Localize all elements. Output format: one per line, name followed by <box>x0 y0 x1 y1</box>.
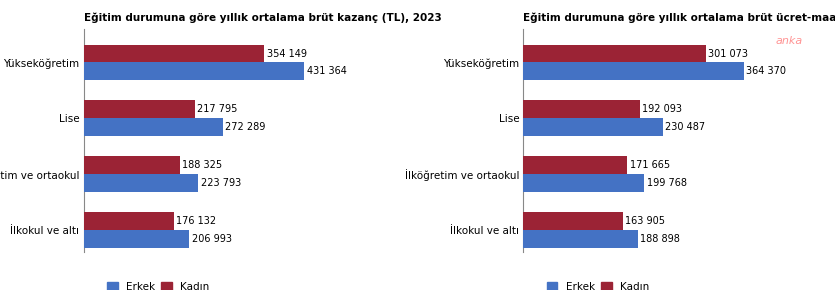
Bar <box>84 45 265 63</box>
Text: 364 370: 364 370 <box>746 66 787 77</box>
Text: 176 132: 176 132 <box>176 216 216 226</box>
Text: anka: anka <box>776 36 802 46</box>
Bar <box>84 63 304 80</box>
Text: 206 993: 206 993 <box>192 234 232 244</box>
Bar <box>84 230 190 248</box>
Bar <box>84 212 174 230</box>
Bar <box>524 63 744 80</box>
Bar <box>524 156 627 174</box>
Text: 163 905: 163 905 <box>625 216 665 226</box>
Bar <box>524 45 706 63</box>
Bar <box>524 212 623 230</box>
Text: 354 149: 354 149 <box>267 48 307 59</box>
Bar <box>84 118 223 136</box>
Text: 192 093: 192 093 <box>642 104 682 114</box>
Text: 223 793: 223 793 <box>200 178 240 188</box>
Bar <box>524 174 645 192</box>
Text: Eğitim durumuna göre yıllık ortalama brüt kazanç (TL), 2023: Eğitim durumuna göre yıllık ortalama brü… <box>84 12 441 23</box>
Text: 230 487: 230 487 <box>665 122 706 132</box>
Text: 188 898: 188 898 <box>640 234 681 244</box>
Bar <box>524 230 638 248</box>
Legend: Erkek, Kadın: Erkek, Kadın <box>543 278 653 290</box>
Bar <box>84 156 180 174</box>
Text: 301 073: 301 073 <box>708 48 748 59</box>
Text: 188 325: 188 325 <box>182 160 222 170</box>
Text: 431 364: 431 364 <box>306 66 347 77</box>
Text: 171 665: 171 665 <box>630 160 670 170</box>
Bar <box>84 100 195 118</box>
Text: 272 289: 272 289 <box>225 122 266 132</box>
Bar <box>524 118 663 136</box>
Text: Eğitim durumuna göre yıllık ortalama brüt ücret-maaş (TL), 2023: Eğitim durumuna göre yıllık ortalama brü… <box>524 12 835 23</box>
Bar <box>524 100 640 118</box>
Legend: Erkek, Kadın: Erkek, Kadın <box>103 278 214 290</box>
Text: 217 795: 217 795 <box>197 104 238 114</box>
Bar <box>84 174 198 192</box>
Text: 199 768: 199 768 <box>647 178 687 188</box>
